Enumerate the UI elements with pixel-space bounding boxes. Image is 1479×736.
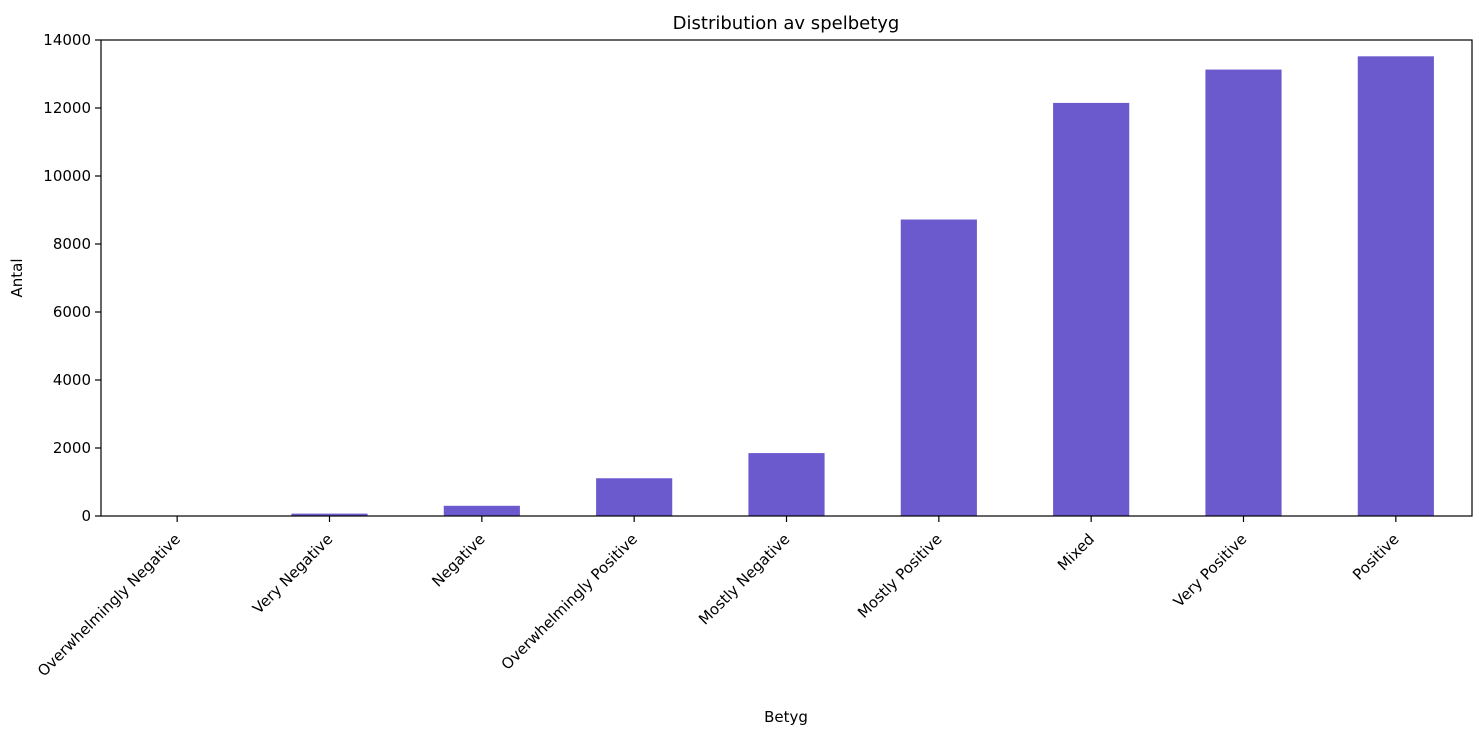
y-tick-label: 12000: [43, 99, 91, 117]
y-tick-label: 2000: [53, 439, 91, 457]
y-tick-label: 10000: [43, 167, 91, 185]
bar: [1053, 102, 1130, 517]
bar: [748, 453, 825, 516]
x-tick-label: Mostly Positive: [854, 530, 946, 622]
bar: [900, 219, 977, 516]
bars: [139, 56, 1434, 517]
y-tick-label: 8000: [53, 235, 91, 253]
y-tick-label: 0: [81, 507, 91, 525]
bar: [443, 505, 520, 516]
x-tick-label: Mixed: [1054, 530, 1098, 574]
x-tick-label: Negative: [428, 530, 488, 590]
x-tick-label: Mostly Negative: [695, 530, 793, 628]
chart-title: Distribution av spelbetyg: [673, 13, 900, 34]
x-axis-ticks: Overwhelmingly Negative Very Negative Nega…: [34, 516, 1403, 680]
x-tick-label: Very Negative: [249, 530, 336, 617]
y-tick-label: 4000: [53, 371, 91, 389]
bar: [1357, 56, 1434, 516]
y-tick-label: 6000: [53, 303, 91, 321]
plot-frame: [100, 39, 1473, 517]
bar: [596, 478, 673, 516]
y-axis-ticks: 0 2000 4000 6000 8000 10000 12000 14000: [43, 31, 101, 525]
x-tick-label: Positive: [1349, 530, 1403, 584]
x-tick-label: Overwhelmingly Negative: [34, 530, 184, 680]
y-axis-title: Antal: [8, 258, 26, 297]
x-tick-label: Very Positive: [1170, 530, 1251, 611]
bar: [1205, 69, 1282, 516]
x-tick-label: Overwhelmingly Positive: [498, 530, 641, 673]
x-axis-title: Betyg: [764, 708, 808, 726]
y-tick-label: 14000: [43, 31, 91, 49]
bar: [291, 513, 368, 516]
